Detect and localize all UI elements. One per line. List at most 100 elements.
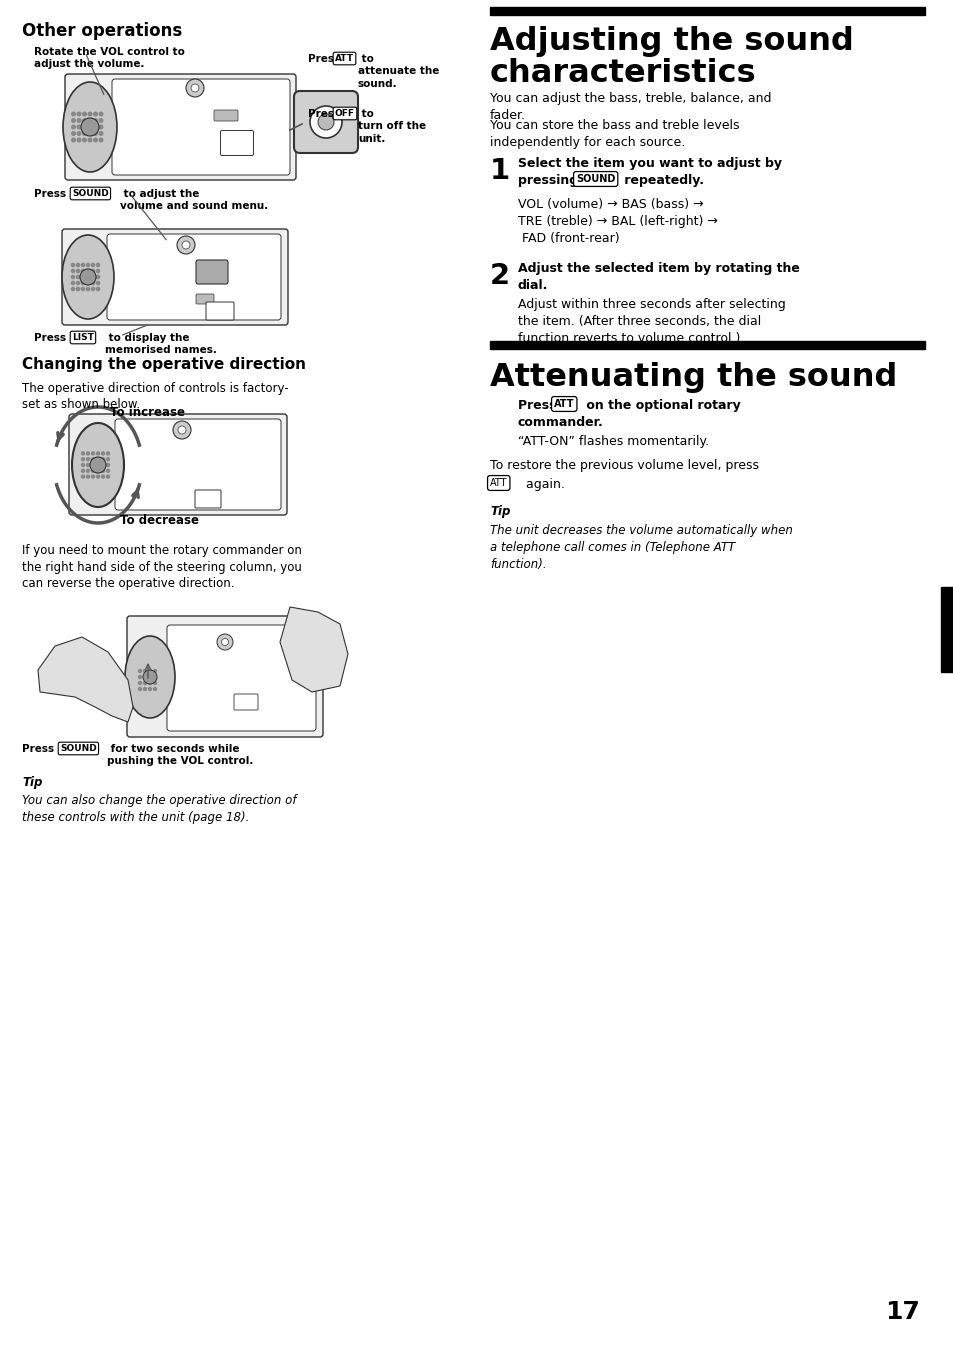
Circle shape (149, 669, 152, 672)
Circle shape (153, 688, 156, 691)
Text: Changing the operative direction: Changing the operative direction (22, 357, 306, 372)
Circle shape (317, 114, 334, 130)
Text: Tip: Tip (490, 506, 510, 518)
Circle shape (96, 458, 99, 461)
Circle shape (91, 276, 94, 279)
Text: Rotate the VOL control to
adjust the volume.: Rotate the VOL control to adjust the vol… (34, 47, 185, 69)
Circle shape (153, 669, 156, 672)
Circle shape (96, 288, 99, 291)
Text: Other operations: Other operations (22, 22, 182, 41)
Text: Adjust the selected item by rotating the
dial.: Adjust the selected item by rotating the… (517, 262, 799, 292)
Circle shape (96, 475, 99, 479)
Text: ATT: ATT (490, 479, 507, 488)
Circle shape (91, 452, 94, 454)
Circle shape (76, 288, 79, 291)
Circle shape (81, 475, 85, 479)
Circle shape (221, 638, 229, 645)
Circle shape (99, 119, 103, 122)
Circle shape (87, 276, 90, 279)
Circle shape (96, 264, 99, 266)
Circle shape (107, 458, 110, 461)
Circle shape (91, 288, 94, 291)
Text: 17: 17 (884, 1301, 919, 1324)
Circle shape (83, 112, 86, 116)
Circle shape (101, 469, 105, 472)
FancyBboxPatch shape (233, 694, 257, 710)
Text: Press: Press (517, 399, 560, 412)
Circle shape (182, 241, 190, 249)
Circle shape (96, 464, 99, 466)
Circle shape (99, 112, 103, 116)
Circle shape (81, 469, 85, 472)
Circle shape (88, 126, 91, 128)
Circle shape (138, 676, 141, 679)
Text: VOL (volume) → BAS (bass) →: VOL (volume) → BAS (bass) → (517, 197, 703, 211)
Circle shape (87, 475, 90, 479)
Circle shape (96, 276, 99, 279)
Text: To restore the previous volume level, press: To restore the previous volume level, pr… (490, 458, 759, 472)
Circle shape (83, 119, 86, 122)
Bar (490, 7, 924, 15)
Circle shape (81, 288, 85, 291)
Circle shape (138, 669, 141, 672)
Circle shape (81, 269, 85, 273)
Text: Press: Press (34, 189, 70, 199)
Circle shape (172, 420, 191, 439)
Circle shape (93, 119, 97, 122)
Circle shape (88, 119, 91, 122)
Ellipse shape (62, 235, 113, 319)
Circle shape (99, 138, 103, 142)
Circle shape (71, 281, 74, 285)
Text: to display the
memorised names.: to display the memorised names. (105, 333, 216, 356)
Circle shape (99, 126, 103, 128)
Circle shape (83, 138, 86, 142)
Text: Adjusting the sound: Adjusting the sound (490, 26, 853, 57)
Circle shape (101, 458, 105, 461)
Polygon shape (38, 637, 132, 722)
Circle shape (76, 281, 79, 285)
Text: FAD (front-rear): FAD (front-rear) (517, 233, 619, 245)
Text: ATT: ATT (554, 399, 574, 410)
Text: Tip: Tip (22, 776, 42, 790)
Circle shape (143, 688, 147, 691)
Text: Adjust within three seconds after selecting
the item. (After three seconds, the : Adjust within three seconds after select… (517, 297, 785, 345)
Circle shape (87, 281, 90, 285)
Text: again.: again. (521, 479, 564, 491)
Circle shape (91, 469, 94, 472)
Circle shape (76, 276, 79, 279)
Text: SOUND: SOUND (60, 744, 96, 753)
Circle shape (91, 264, 94, 266)
Circle shape (81, 281, 85, 285)
Circle shape (88, 131, 91, 135)
Circle shape (76, 269, 79, 273)
FancyBboxPatch shape (69, 414, 287, 515)
Text: to
turn off the
unit.: to turn off the unit. (357, 110, 426, 143)
Text: commander.: commander. (517, 416, 603, 429)
Text: characteristics: characteristics (490, 58, 756, 89)
Bar (940, 587, 953, 672)
Circle shape (91, 458, 94, 461)
Text: LIST: LIST (71, 333, 93, 342)
Circle shape (77, 138, 81, 142)
Text: To decrease: To decrease (120, 514, 199, 527)
Ellipse shape (71, 423, 124, 507)
Circle shape (138, 681, 141, 684)
Circle shape (99, 131, 103, 135)
Circle shape (143, 681, 147, 684)
Text: SOUND: SOUND (576, 174, 615, 184)
Circle shape (91, 269, 94, 273)
Text: If you need to mount the rotary commander on
the right hand side of the steering: If you need to mount the rotary commande… (22, 544, 301, 589)
Circle shape (87, 458, 90, 461)
Circle shape (91, 464, 94, 466)
Circle shape (77, 119, 81, 122)
Circle shape (153, 676, 156, 679)
Circle shape (96, 269, 99, 273)
FancyBboxPatch shape (194, 489, 221, 508)
FancyBboxPatch shape (112, 78, 290, 174)
Circle shape (96, 281, 99, 285)
Text: ATT: ATT (335, 54, 354, 64)
Circle shape (101, 464, 105, 466)
Circle shape (71, 112, 75, 116)
Circle shape (153, 681, 156, 684)
Text: SOUND: SOUND (71, 189, 109, 197)
